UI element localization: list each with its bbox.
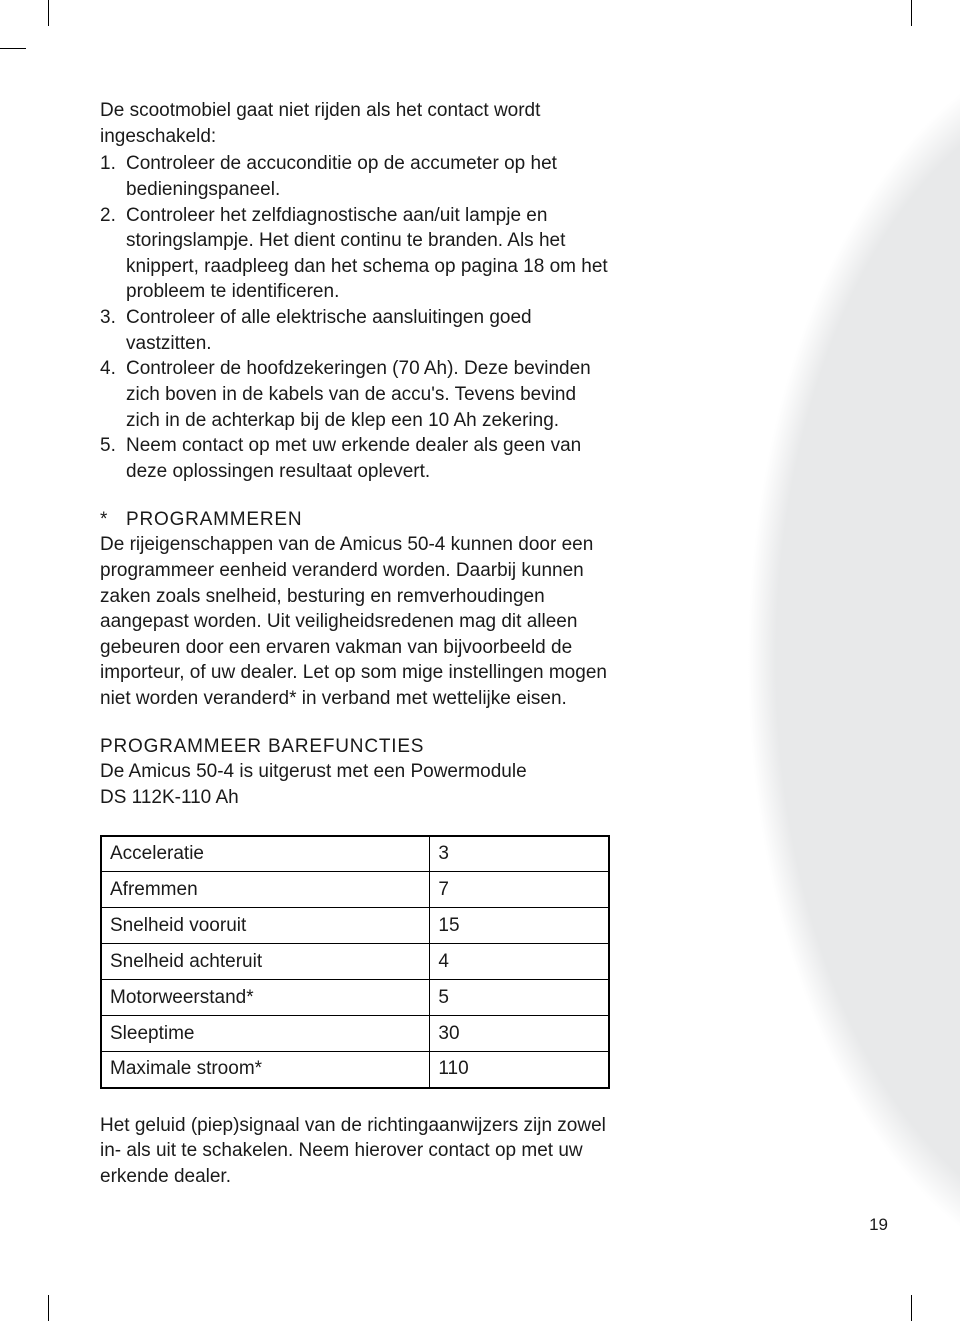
- table-row: Sleeptime 30: [101, 1016, 609, 1052]
- settings-table: Acceleratie 3 Afremmen 7 Snelheid voorui…: [100, 835, 610, 1089]
- table-cell-value: 4: [430, 944, 609, 980]
- settings-table-wrapper: Acceleratie 3 Afremmen 7 Snelheid voorui…: [100, 835, 610, 1089]
- list-text: Neem contact op met uw erkende dealer al…: [126, 433, 610, 484]
- list-item: 3. Controleer of alle elektrische aanslu…: [100, 305, 610, 356]
- list-item: 2. Controleer het zelfdiagnostische aan/…: [100, 203, 610, 306]
- crop-mark: [48, 1295, 49, 1321]
- list-number: 4.: [100, 356, 126, 433]
- table-row: Motorweerstand* 5: [101, 980, 609, 1016]
- table-cell-label: Acceleratie: [101, 836, 430, 872]
- heading-text: PROGRAMMEREN: [126, 509, 302, 530]
- table-cell-label: Maximale stroom*: [101, 1052, 430, 1088]
- troubleshooting-list: 1. Controleer de accuconditie op de accu…: [100, 151, 610, 484]
- list-item: 4. Controleer de hoofdzekeringen (70 Ah)…: [100, 356, 610, 433]
- list-number: 3.: [100, 305, 126, 356]
- list-text: Controleer de hoofdzekeringen (70 Ah). D…: [126, 356, 610, 433]
- table-row: Acceleratie 3: [101, 836, 609, 872]
- table-cell-label: Snelheid achteruit: [101, 944, 430, 980]
- table-cell-value: 110: [430, 1052, 609, 1088]
- table-cell-value: 30: [430, 1016, 609, 1052]
- table-row: Maximale stroom* 110: [101, 1052, 609, 1088]
- table-row: Snelheid vooruit 15: [101, 908, 609, 944]
- table-row: Snelheid achteruit 4: [101, 944, 609, 980]
- table-cell-label: Motorweerstand*: [101, 980, 430, 1016]
- crop-mark: [911, 0, 912, 26]
- section-line: DS 112K-110 Ah: [100, 785, 610, 811]
- table-cell-label: Afremmen: [101, 872, 430, 908]
- list-item: 1. Controleer de accuconditie op de accu…: [100, 151, 610, 202]
- table-row: Afremmen 7: [101, 872, 609, 908]
- table-cell-value: 3: [430, 836, 609, 872]
- table-cell-value: 15: [430, 908, 609, 944]
- table-cell-value: 7: [430, 872, 609, 908]
- page-content: De scootmobiel gaat niet rijden als het …: [100, 98, 610, 1190]
- list-text: Controleer de accuconditie op de accumet…: [126, 151, 610, 202]
- section-heading: *PROGRAMMEREN: [100, 507, 610, 533]
- intro-paragraph: De scootmobiel gaat niet rijden als het …: [100, 98, 610, 149]
- section-line: De Amicus 50-4 is uitgerust met een Powe…: [100, 759, 610, 785]
- footer-paragraph: Het geluid (piep)signaal van de richting…: [100, 1113, 610, 1190]
- list-number: 2.: [100, 203, 126, 306]
- list-number: 1.: [100, 151, 126, 202]
- table-cell-label: Snelheid vooruit: [101, 908, 430, 944]
- asterisk-marker: *: [100, 507, 126, 533]
- crop-mark: [48, 0, 49, 26]
- page-number: 19: [869, 1215, 888, 1235]
- section-body: De rijeigenschappen van de Amicus 50-4 k…: [100, 532, 610, 711]
- list-item: 5. Neem contact op met uw erkende dealer…: [100, 433, 610, 484]
- crop-mark: [0, 48, 26, 49]
- programmeer-barefuncties-section: PROGRAMMEER BAREFUNCTIES De Amicus 50-4 …: [100, 734, 610, 811]
- table-cell-label: Sleeptime: [101, 1016, 430, 1052]
- table-cell-value: 5: [430, 980, 609, 1016]
- background-curve: [580, 0, 960, 1321]
- list-number: 5.: [100, 433, 126, 484]
- list-text: Controleer het zelfdiagnostische aan/uit…: [126, 203, 610, 306]
- list-text: Controleer of alle elektrische aansluiti…: [126, 305, 610, 356]
- section-heading: PROGRAMMEER BAREFUNCTIES: [100, 734, 610, 760]
- programmeren-section: *PROGRAMMEREN De rijeigenschappen van de…: [100, 507, 610, 712]
- crop-mark: [911, 1295, 912, 1321]
